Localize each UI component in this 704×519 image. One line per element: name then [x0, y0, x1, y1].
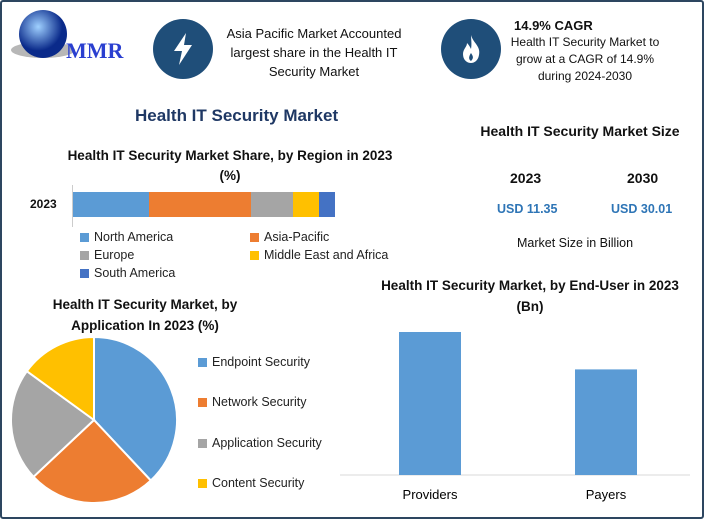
legend-label: South America	[94, 266, 176, 280]
bar-segment-north-america	[73, 192, 149, 217]
region-category: 2023	[30, 197, 57, 211]
bar-segment-middle-east-and-africa	[293, 192, 320, 217]
legend-label: Europe	[94, 248, 135, 262]
legend-swatch	[250, 232, 259, 242]
pie-slice-network-security	[32, 418, 153, 504]
bar-segment-europe	[251, 192, 294, 217]
application-pie	[10, 335, 178, 504]
value-2023: USD 11.35	[497, 202, 558, 216]
legend-swatch	[80, 268, 89, 278]
legend-swatch	[198, 478, 207, 488]
pie-slice-endpoint-security	[93, 335, 178, 482]
legend-swatch	[198, 357, 207, 367]
size-note: Market Size in Billion	[517, 236, 634, 250]
bar-providers	[399, 332, 461, 475]
legend-swatch	[80, 232, 89, 242]
legend-label: Content Security	[212, 476, 305, 490]
x-tick-label: Providers	[403, 487, 458, 502]
value-2030: USD 30.01	[611, 202, 673, 216]
legend-swatch	[198, 438, 207, 448]
enduser-bar-chart: Providers Payers	[340, 332, 690, 502]
bar-segment-south-america	[319, 192, 335, 217]
bar-payers	[575, 369, 637, 475]
year-2023: 2023	[510, 170, 542, 186]
region-chart-title: Health IT Security Market Share, by Regi…	[67, 148, 393, 183]
main-title: Health IT Security Market	[135, 106, 339, 125]
flame-icon	[441, 19, 501, 79]
lightning-icon	[153, 19, 213, 79]
logo-text: MMR	[66, 38, 124, 63]
pie-slice-application-security	[10, 369, 96, 479]
legend-label: Endpoint Security	[212, 355, 310, 369]
legend-label: North America	[94, 230, 174, 244]
legend-label: Middle East and Africa	[264, 248, 389, 262]
region-axis	[72, 185, 73, 227]
legend-label: Asia-Pacific	[264, 230, 330, 244]
legend-label: Application Security	[212, 436, 322, 450]
pie-title: Health IT Security Market, by Applicatio…	[52, 297, 238, 333]
legend-swatch	[80, 250, 89, 260]
bar-segment-asia-pacific	[148, 192, 252, 217]
year-2030: 2030	[627, 170, 659, 186]
legend-swatch	[250, 250, 259, 260]
cagr-title: 14.9% CAGR	[514, 18, 593, 33]
size-title: Health IT Security Market Size	[480, 123, 680, 139]
mmr-logo: MMR	[8, 8, 138, 68]
cagr-text: Health IT Security Market to grow at a C…	[510, 35, 660, 83]
region-stacked-bar	[73, 192, 335, 217]
enduser-title: Health IT Security Market, by End-User i…	[381, 278, 679, 314]
x-tick-label: Payers	[586, 487, 627, 502]
highlight-text: Asia Pacific Market Accounted largest sh…	[226, 26, 402, 79]
legend-swatch	[198, 397, 207, 407]
pie-slice-content-security	[25, 335, 95, 422]
globe-icon	[11, 10, 75, 58]
legend-label: Network Security	[212, 395, 307, 409]
